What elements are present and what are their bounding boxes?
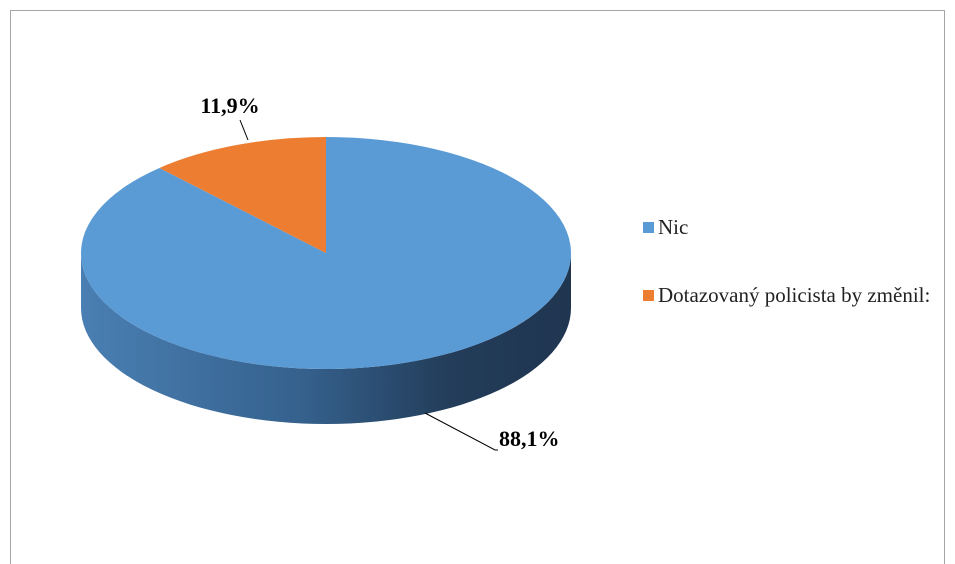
frame [10, 10, 945, 564]
data-label: 11,9% [200, 93, 259, 118]
data-label: 88,1% [499, 426, 560, 451]
legend-item: Nic [643, 212, 943, 242]
legend-label: Dotazovaný policista by změnil: [658, 283, 931, 307]
pie-side [81, 253, 571, 424]
legend-label: Nic [658, 215, 689, 239]
leader-line [424, 412, 498, 451]
legend-swatch [643, 222, 654, 233]
leader-line [239, 119, 249, 141]
pie-slice [159, 137, 326, 253]
legend-swatch [643, 290, 654, 301]
legend: Nic Dotazovaný policista by změnil: [643, 212, 943, 348]
legend-item: Dotazovaný policista by změnil: [643, 280, 943, 310]
pie-slice [80, 137, 572, 370]
